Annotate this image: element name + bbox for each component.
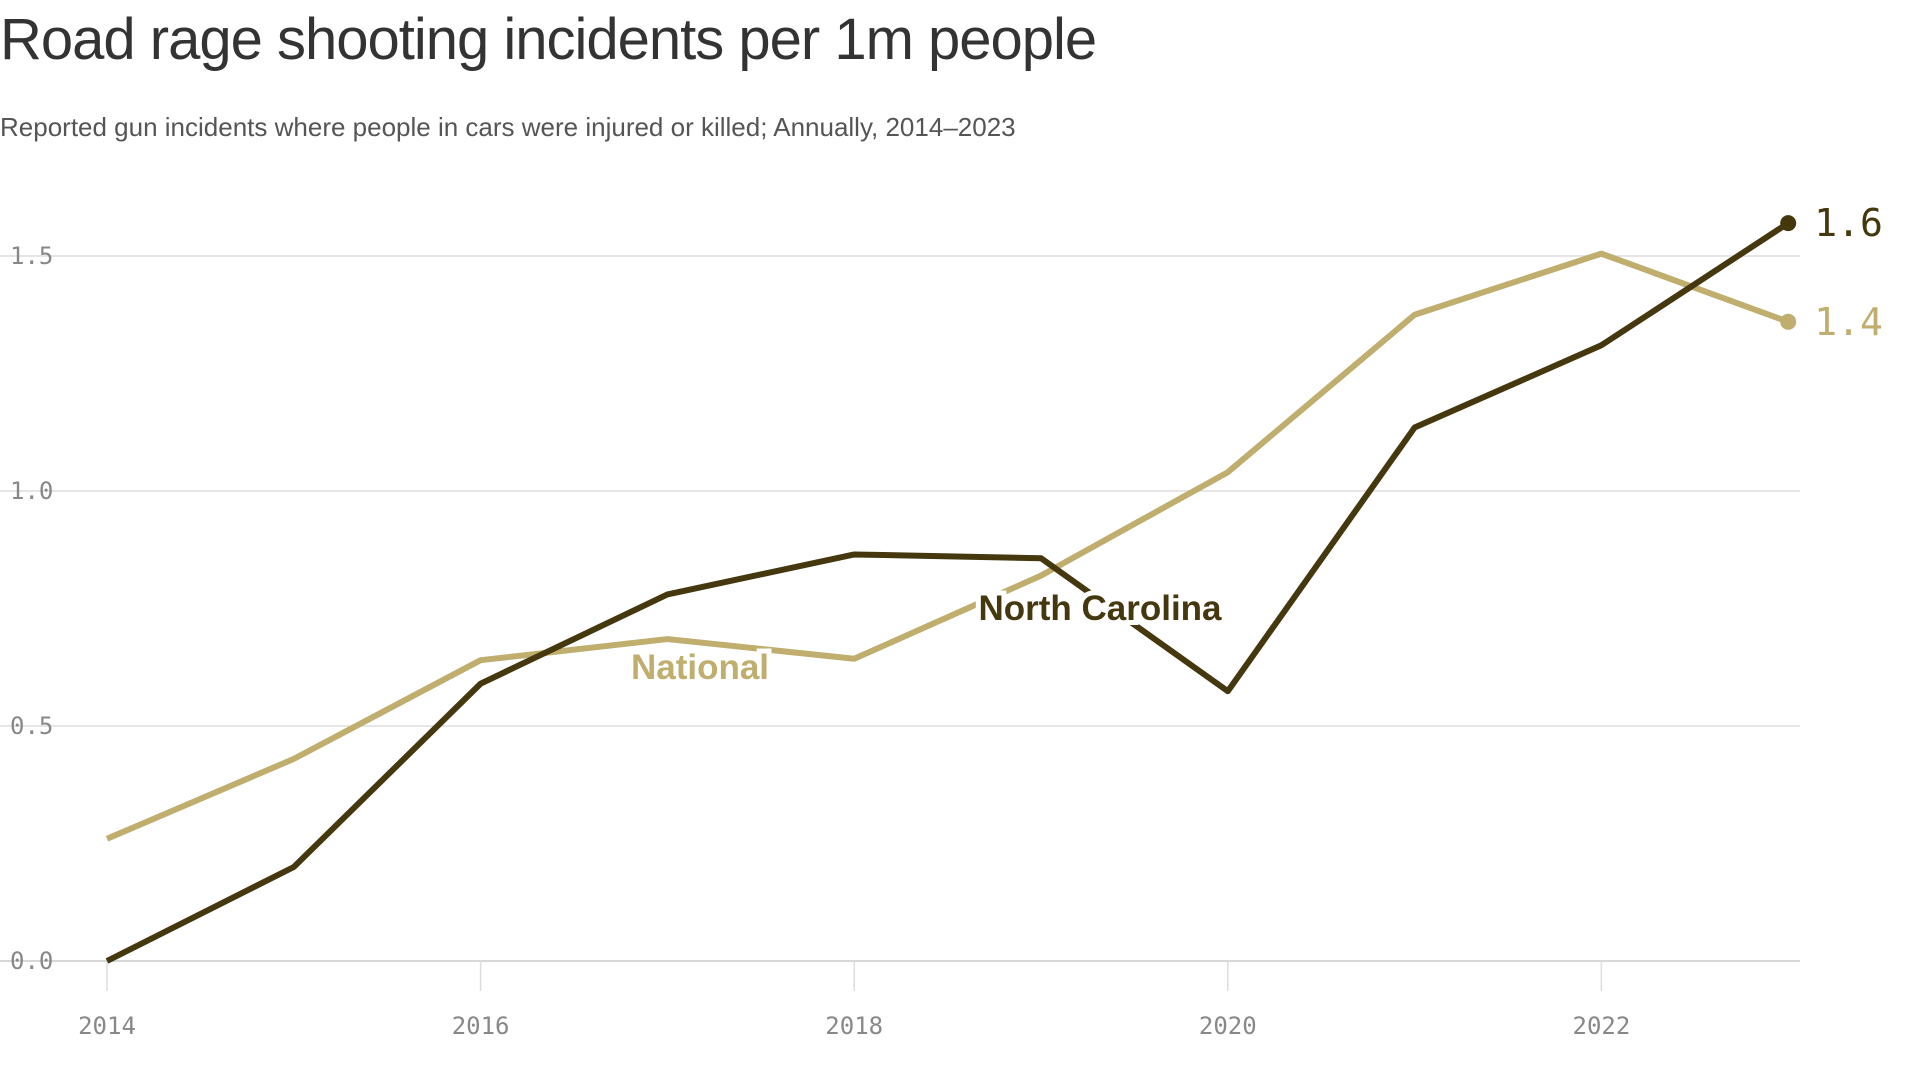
- x-tick-label: 2020: [1199, 1012, 1257, 1040]
- end-point-marker: [1780, 313, 1797, 330]
- gridlines: [0, 255, 1800, 991]
- y-tick-label: 1.0: [10, 477, 53, 505]
- y-tick-label: 1.5: [10, 242, 53, 270]
- x-tick-label: 2018: [825, 1012, 883, 1040]
- series-line-north-carolina: [105, 220, 1790, 964]
- x-tick-label: 2014: [78, 1012, 136, 1040]
- end-point-marker: [1780, 215, 1797, 232]
- labels: 0.0 0.5 1.0 1.5 2014 2016 2018 2020 2022 1.4 Natio…: [10, 201, 1883, 1040]
- series-label: National: [631, 648, 769, 687]
- chart-title: Road rage shooting incidents per 1m peop…: [0, 7, 1097, 72]
- y-tick-label: 0.5: [10, 712, 53, 740]
- x-tick-label: 2022: [1573, 1012, 1631, 1040]
- chart-subtitle: Reported gun incidents where people in c…: [0, 112, 1016, 142]
- y-tick-label: 0.0: [10, 947, 53, 975]
- series-line-national: [105, 250, 1790, 842]
- series-label: North Carolina: [978, 589, 1222, 628]
- x-tick-label: 2016: [452, 1012, 510, 1040]
- series-lines: [105, 215, 1797, 964]
- end-value-label: 1.6: [1814, 201, 1883, 245]
- end-value-label: 1.4: [1814, 300, 1883, 344]
